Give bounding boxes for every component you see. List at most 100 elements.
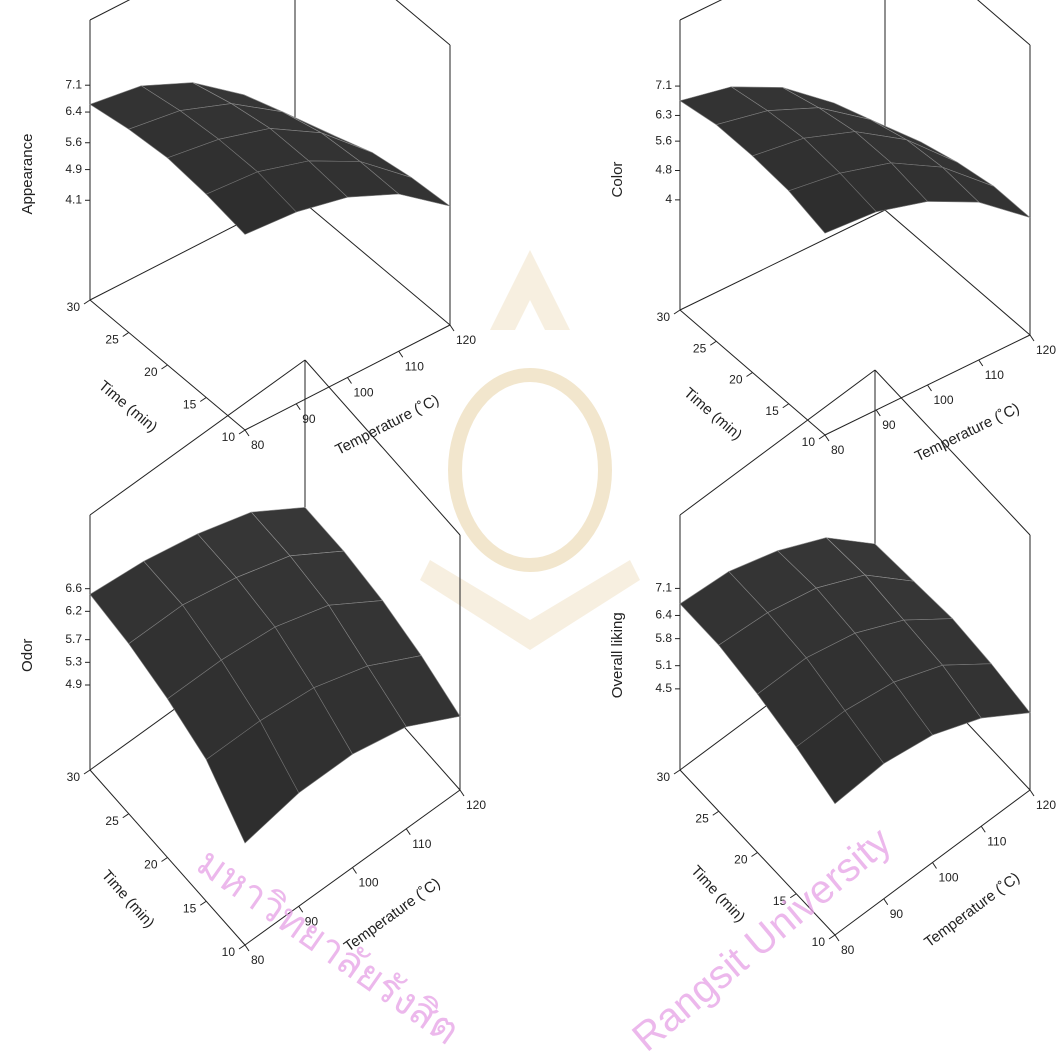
box-edge: [295, 0, 450, 45]
z-axis-title: Odor: [19, 639, 36, 672]
y-tick: [674, 310, 680, 314]
z-tick-label: 4.1: [65, 192, 82, 206]
y-tick-label: 30: [657, 770, 671, 784]
y-tick-label: 20: [144, 365, 158, 379]
box-edge: [885, 0, 1030, 45]
box-edge: [295, 195, 450, 325]
y-tick-label: 25: [105, 814, 119, 828]
z-tick-label: 5.1: [655, 658, 672, 672]
box-edge: [305, 360, 460, 535]
box-edge: [680, 370, 875, 515]
y-tick: [84, 300, 90, 304]
y-tick-label: 15: [183, 901, 197, 915]
z-tick-label: 7.1: [655, 581, 672, 595]
watermark-english: Rangsit University: [624, 819, 899, 1060]
y-tick-label: 10: [802, 435, 816, 449]
x-tick: [979, 360, 983, 366]
y-tick: [819, 435, 825, 439]
z-tick-label: 5.6: [655, 133, 672, 147]
x-tick-label: 110: [405, 359, 424, 373]
surface-plot: 4.14.95.66.47.110152025308090100110120Ap…: [19, 0, 476, 459]
x-tick-label: 110: [985, 368, 1004, 382]
z-axis-title: Appearance: [19, 134, 36, 215]
z-tick-label: 4.8: [655, 163, 672, 177]
y-tick: [747, 373, 753, 377]
y-tick: [752, 853, 758, 857]
y-tick-label: 20: [144, 858, 158, 872]
x-tick-label: 120: [1036, 343, 1056, 357]
y-tick: [200, 901, 206, 905]
x-tick: [245, 945, 249, 951]
figure: 4.1 4.9 5.6 6.4 7.1 10 15 20 25 30 80 90 100 110 120 Ap…: [0, 0, 1063, 1060]
x-tick-label: 120: [466, 798, 486, 812]
y-tick: [84, 770, 90, 774]
x-tick: [450, 325, 454, 331]
y-tick-label: 15: [183, 398, 197, 412]
y-tick: [713, 811, 719, 815]
x-tick: [460, 790, 464, 796]
z-tick-label: 6.4: [65, 104, 82, 118]
z-tick-label: 5.6: [65, 135, 82, 149]
x-tick: [981, 826, 985, 832]
z-tick-label: 7.1: [655, 78, 672, 92]
x-tick: [835, 935, 839, 941]
box-edge: [680, 0, 885, 20]
z-tick-label: 4.5: [655, 681, 672, 695]
box-edge: [680, 210, 885, 310]
x-tick: [406, 829, 410, 835]
surface-plot: 44.85.66.37.110152025308090100110120Colo…: [609, 0, 1056, 465]
x-tick: [348, 378, 352, 384]
z-tick-label: 4.9: [65, 677, 82, 691]
y-tick: [674, 770, 680, 774]
x-tick-label: 80: [251, 438, 265, 452]
x-tick-label: 110: [987, 834, 1006, 848]
x-tick-label: 90: [882, 418, 896, 432]
watermark-logo: [420, 250, 640, 650]
z-tick-label: 6.3: [655, 108, 672, 122]
z-tick-label: 5.7: [65, 632, 82, 646]
x-tick-label: 80: [831, 443, 845, 457]
y-tick: [783, 404, 789, 408]
y-tick-label: 10: [812, 935, 826, 949]
y-tick: [123, 814, 129, 818]
z-tick-label: 7.1: [65, 77, 82, 91]
y-tick: [200, 398, 206, 402]
y-tick-label: 20: [734, 853, 748, 867]
y-axis-title: Time (min): [680, 384, 745, 443]
y-tick-label: 30: [657, 310, 671, 324]
x-tick: [825, 435, 829, 441]
x-tick: [928, 385, 932, 391]
y-tick: [162, 365, 168, 369]
z-axis-title: Overall liking: [609, 612, 626, 698]
box-edge: [90, 0, 295, 20]
z-tick-label: 5.3: [65, 655, 82, 669]
x-tick-label: 100: [354, 386, 374, 400]
z-tick-label: 6.2: [65, 604, 82, 618]
y-tick: [710, 341, 716, 345]
x-tick: [1030, 335, 1034, 341]
x-tick-label: 80: [841, 943, 855, 957]
box-edge: [885, 210, 1030, 335]
x-tick-label: 100: [939, 871, 959, 885]
y-tick-label: 30: [67, 770, 81, 784]
x-tick-label: 90: [302, 412, 316, 426]
x-tick-label: 100: [359, 876, 379, 890]
x-tick: [933, 863, 937, 869]
y-axis-title: Time (min): [98, 867, 158, 932]
y-tick-label: 15: [765, 404, 779, 418]
z-tick-label: 4: [665, 192, 672, 206]
y-tick-label: 10: [222, 945, 236, 959]
y-tick: [239, 430, 245, 434]
z-axis-title: Color: [609, 162, 626, 198]
z-tick-label: 4.9: [65, 162, 82, 176]
x-tick-label: 90: [890, 907, 904, 921]
y-axis-title: Time (min): [687, 862, 748, 925]
y-tick: [829, 935, 835, 939]
y-tick: [123, 333, 129, 337]
x-tick: [884, 899, 888, 905]
x-tick-label: 110: [412, 837, 431, 851]
z-tick-label: 6.6: [65, 581, 82, 595]
x-tick-label: 120: [456, 333, 476, 347]
y-tick-label: 10: [222, 430, 236, 444]
x-tick: [399, 351, 403, 357]
